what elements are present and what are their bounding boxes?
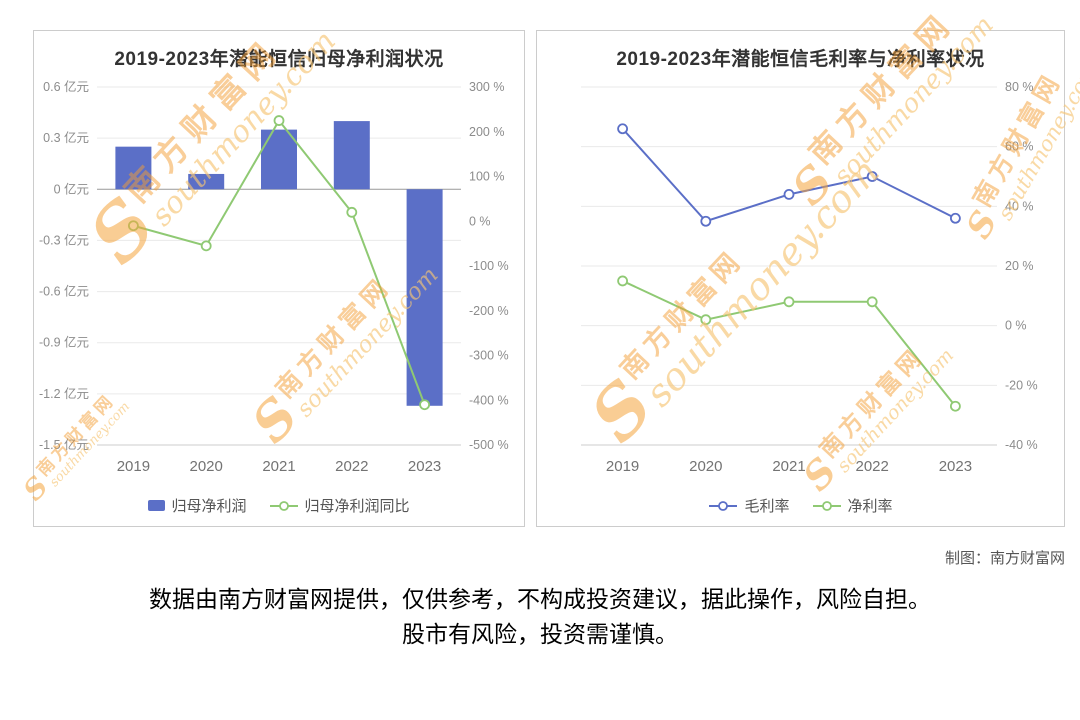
- svg-text:0 亿元: 0 亿元: [54, 181, 89, 196]
- svg-text:2023: 2023: [408, 458, 441, 475]
- svg-text:2021: 2021: [262, 458, 295, 475]
- svg-text:0 %: 0 %: [1005, 319, 1027, 333]
- svg-text:-40 %: -40 %: [1005, 438, 1038, 452]
- svg-text:300 %: 300 %: [469, 80, 504, 94]
- margins-legend: 毛利率 净利率: [537, 495, 1064, 516]
- chart-credit: 制图：南方财富网: [944, 550, 1065, 567]
- svg-text:2020: 2020: [190, 458, 223, 475]
- svg-text:60 %: 60 %: [1005, 140, 1034, 154]
- legend-label: 归母净利润: [171, 498, 247, 515]
- svg-text:40 %: 40 %: [1005, 199, 1034, 213]
- svg-text:-100 %: -100 %: [469, 259, 509, 273]
- left-axis-labels: 0.6 亿元 0.3 亿元 0 亿元 -0.3 亿元 -0.6 亿元 -0.9 亿元 -1.…: [39, 79, 89, 452]
- x-axis-labels: 2019 2020 2021 2022 2023: [117, 458, 442, 475]
- disclaimer: 数据由南方财富网提供，仅供参考，不构成投资建议，据此操作，风险自担。 股市有风险…: [0, 582, 1080, 651]
- margins-chart-title: 2019-2023年潜能恒信毛利率与净利率状况: [616, 49, 985, 70]
- svg-text:2021: 2021: [772, 458, 805, 475]
- x-axis-labels: 2019 2020 2021 2022 2023: [605, 458, 971, 475]
- svg-text:2022: 2022: [855, 458, 888, 475]
- line-series-1: [128, 115, 431, 411]
- legend-item-1[interactable]: 净利率: [812, 495, 893, 516]
- line-series-1: [616, 275, 961, 412]
- svg-text:0.3 亿元: 0.3 亿元: [43, 130, 89, 145]
- svg-text:-500 %: -500 %: [469, 438, 509, 452]
- legend-item-0[interactable]: 归母净利润: [148, 495, 247, 516]
- svg-text:-20 %: -20 %: [1005, 378, 1038, 392]
- line-legend-mark: [269, 500, 298, 511]
- disclaimer-line-1: 数据由南方财富网提供，仅供参考，不构成投资建议，据此操作，风险自担。: [149, 586, 931, 612]
- svg-text:0.6 亿元: 0.6 亿元: [43, 79, 89, 94]
- svg-text:-400 %: -400 %: [469, 393, 509, 407]
- legend-label: 毛利率: [744, 498, 790, 515]
- svg-text:2019: 2019: [605, 458, 638, 475]
- line-legend-mark: [709, 500, 738, 511]
- svg-text:2022: 2022: [335, 458, 368, 475]
- legend-label: 净利率: [847, 498, 893, 515]
- line-series-0: [616, 123, 961, 227]
- svg-text:-1.5 亿元: -1.5 亿元: [39, 437, 89, 452]
- net-profit-legend: 归母净利润 归母净利润同比: [34, 495, 524, 516]
- margins-chart: 80 % 60 % 40 % 20 % 0 % -20 % -40 % 2019 2020 202…: [580, 80, 1038, 475]
- bar-legend-mark: [148, 500, 166, 511]
- svg-text:-1.2 亿元: -1.2 亿元: [39, 386, 89, 401]
- svg-text:2019: 2019: [117, 458, 150, 475]
- legend-label: 归母净利润同比: [304, 498, 410, 515]
- net-profit-chart: 0.6 亿元 0.3 亿元 0 亿元 -0.3 亿元 -0.6 亿元 -0.9 亿元 -1.…: [39, 79, 509, 475]
- net-profit-chart-title: 2019-2023年潜能恒信归母净利润状况: [114, 49, 444, 70]
- svg-text:80 %: 80 %: [1005, 80, 1034, 94]
- legend-item-0[interactable]: 毛利率: [708, 495, 790, 516]
- right-axis-labels: 80 % 60 % 40 % 20 % 0 % -20 % -40 %: [1005, 80, 1038, 452]
- svg-text:2023: 2023: [938, 458, 971, 475]
- svg-text:100 %: 100 %: [469, 170, 504, 184]
- svg-text:-300 %: -300 %: [469, 349, 509, 363]
- grid: [97, 86, 461, 446]
- svg-text:-0.3 亿元: -0.3 亿元: [39, 232, 89, 247]
- svg-text:-0.9 亿元: -0.9 亿元: [39, 335, 89, 350]
- line-legend-mark: [812, 500, 841, 511]
- margins-chart-panel: 2019-2023年潜能恒信毛利率与净利率状况 80 % 60 % 40 % 20 %…: [536, 30, 1065, 527]
- net-profit-chart-panel: 2019-2023年潜能恒信归母净利润状况 0.6 亿元 0.3 亿元 0 亿元 -0…: [33, 30, 525, 527]
- svg-text:2020: 2020: [689, 458, 722, 475]
- svg-text:0 %: 0 %: [469, 214, 491, 228]
- legend-item-1[interactable]: 归母净利润同比: [269, 495, 410, 516]
- svg-text:200 %: 200 %: [469, 125, 504, 139]
- disclaimer-line-2: 股市有风险，投资需谨慎。: [402, 620, 678, 647]
- svg-text:20 %: 20 %: [1005, 259, 1034, 273]
- right-axis-labels: 300 % 200 % 100 % 0 % -100 % -200 % -300 % -400…: [469, 80, 509, 452]
- svg-text:-200 %: -200 %: [469, 304, 509, 318]
- svg-text:-0.6 亿元: -0.6 亿元: [39, 284, 89, 299]
- grid: [580, 86, 997, 446]
- bar-series: [115, 121, 443, 406]
